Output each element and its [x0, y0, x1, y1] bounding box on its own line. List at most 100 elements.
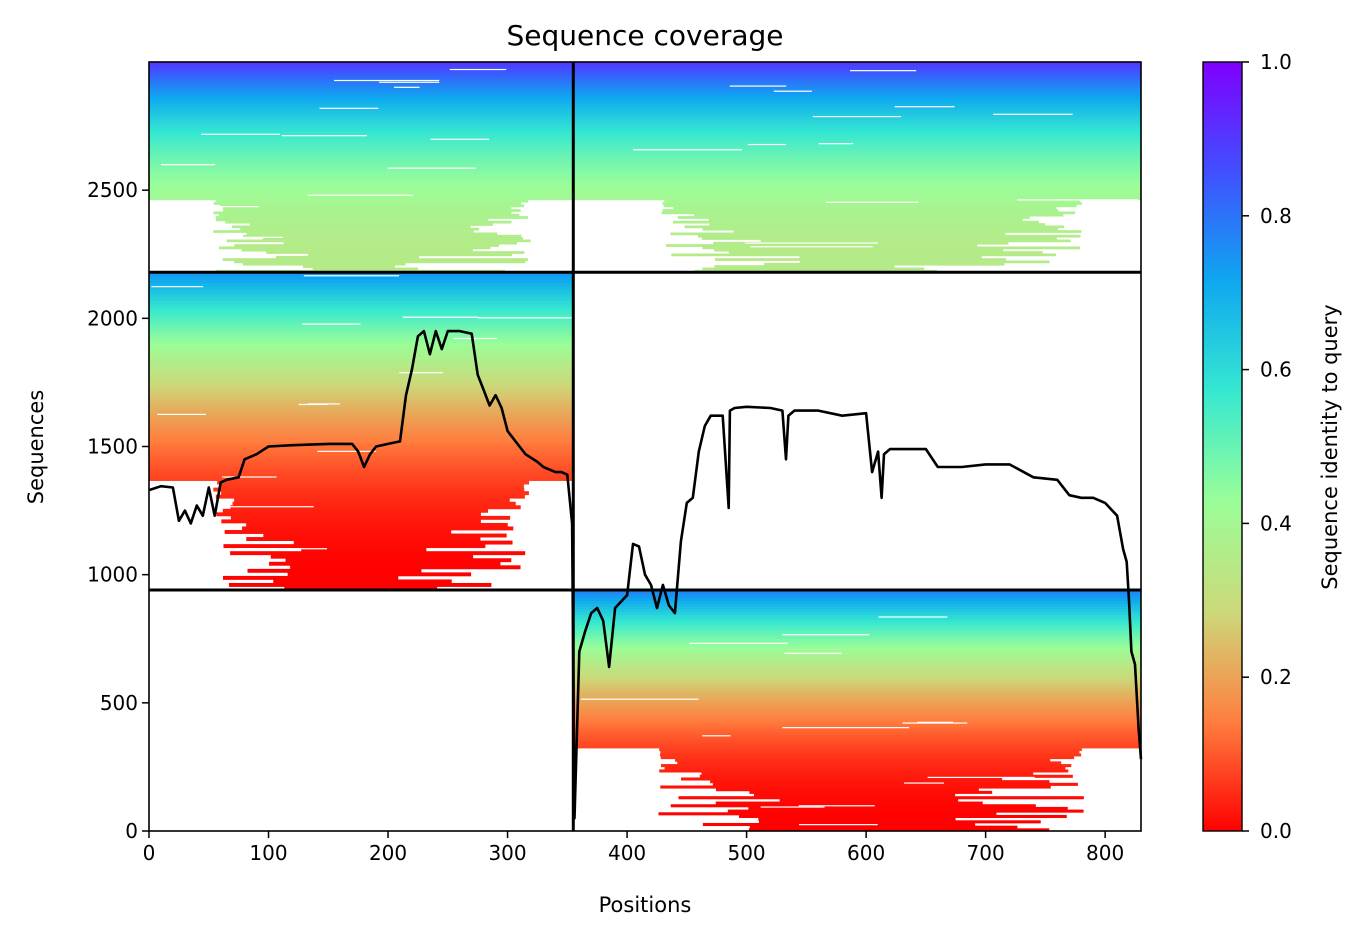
msa-row-band — [149, 181, 574, 184]
msa-row-band — [149, 190, 574, 194]
msa-row-band — [215, 216, 528, 219]
msa-row-band — [149, 171, 574, 175]
msa-row-band — [573, 153, 1141, 156]
msa-row-band — [149, 197, 574, 201]
msa-gap-streak — [894, 106, 955, 108]
msa-row-band — [149, 409, 574, 414]
colorbar-tick-label: 0.2 — [1260, 665, 1292, 689]
msa-row-band — [149, 64, 574, 68]
msa-row-band — [240, 227, 480, 231]
msa-gap-streak — [917, 721, 954, 723]
msa-row-band — [149, 66, 574, 70]
msa-row-band — [220, 204, 525, 208]
msa-row-band — [222, 206, 512, 210]
msa-row-band — [573, 83, 1141, 86]
msa-row-band — [573, 136, 1141, 140]
msa-row-band — [573, 691, 1141, 695]
msa-row-band — [573, 697, 1141, 701]
msa-gap-streak — [453, 337, 497, 340]
msa-row-band — [573, 190, 1141, 194]
msa-row-band — [241, 248, 473, 252]
msa-gap-streak — [477, 317, 578, 319]
msa-row-band — [573, 723, 1141, 727]
y-tick-label: 500 — [100, 691, 138, 715]
msa-row-band — [225, 220, 512, 224]
msa-row-band — [149, 441, 574, 446]
colorbar-tick-label: 0.6 — [1260, 358, 1292, 382]
msa-row-band — [728, 251, 1043, 254]
msa-row-band — [216, 512, 481, 517]
msa-row-band — [149, 146, 574, 149]
msa-row-band — [246, 537, 481, 542]
msa-row-band — [573, 132, 1141, 135]
x-tick-label: 700 — [967, 841, 1005, 865]
msa-gap-streak — [308, 403, 341, 405]
msa-gap-streak — [878, 616, 948, 618]
msa-row-band — [149, 296, 574, 301]
msa-gap-streak — [157, 413, 206, 415]
msa-row-band — [273, 579, 452, 584]
msa-row-band — [149, 335, 574, 340]
msa-row-band — [573, 665, 1141, 669]
msa-row-band — [230, 551, 526, 556]
msa-row-band — [149, 185, 574, 189]
colorbar-bar — [1202, 61, 1243, 832]
y-tick-label: 1000 — [87, 563, 138, 587]
x-tick-label: 300 — [488, 841, 526, 865]
msa-row-band — [149, 303, 574, 308]
msa-gap-streak — [902, 722, 968, 724]
x-tick-label: 500 — [727, 841, 765, 865]
msa-row-band — [664, 199, 1080, 203]
msa-row-band — [573, 155, 1141, 159]
colorbar: 0.0 0.2 0.4 0.6 0.8 1.0 — [1202, 50, 1292, 843]
msa-row-band — [247, 568, 422, 573]
msa-row-band — [149, 71, 574, 75]
msa-row-band — [710, 780, 1050, 784]
msa-row-band — [149, 339, 574, 344]
msa-row-band — [293, 540, 513, 545]
msa-row-band — [149, 162, 574, 166]
msa-row-band — [573, 125, 1141, 128]
msa-row-band — [573, 608, 1141, 612]
msa-row-band — [230, 515, 511, 520]
colorbar-label: Sequence identity to query — [1318, 304, 1342, 589]
msa-row-band — [149, 293, 574, 298]
x-tick-label: 0 — [143, 841, 156, 865]
msa-row-band — [149, 127, 574, 131]
msa-row-band — [779, 798, 959, 802]
msa-row-band — [573, 120, 1141, 124]
msa-row-band — [219, 484, 524, 489]
msa-row-band — [701, 237, 1057, 240]
msa-row-band — [215, 494, 525, 499]
x-tick-label: 800 — [1086, 841, 1124, 865]
x-axis: 0 100 200 300 400 500 600 700 800 — [143, 831, 1124, 865]
msa-row-band — [149, 388, 574, 393]
msa-row-band — [749, 790, 993, 794]
msa-row-band — [573, 686, 1141, 690]
msa-gap-streak — [479, 256, 548, 258]
msa-gap-streak — [222, 476, 277, 478]
msa-row-band — [573, 600, 1141, 604]
msa-row-band — [149, 73, 574, 77]
msa-row-band — [748, 806, 1068, 810]
msa-row-band — [149, 178, 574, 182]
msa-row-band — [149, 360, 574, 365]
msa-row-band — [149, 445, 574, 450]
msa-row-band — [764, 262, 1005, 266]
msa-row-band — [149, 346, 574, 351]
msa-row-band — [712, 782, 1078, 786]
msa-gap-streak — [301, 323, 361, 325]
msa-row-band — [678, 796, 1084, 800]
msa-row-band — [573, 742, 1141, 746]
msa-row-band — [149, 148, 574, 152]
msa-row-band — [573, 66, 1141, 70]
msa-row-band — [681, 777, 1003, 781]
msa-row-band — [223, 575, 399, 580]
msa-row-band — [149, 85, 574, 89]
msa-row-band — [149, 328, 574, 333]
msa-row-band — [149, 364, 574, 368]
msa-gap-streak — [782, 634, 870, 636]
msa-row-band — [658, 812, 997, 816]
msa-row-band — [149, 160, 574, 163]
msa-row-band — [149, 87, 574, 91]
